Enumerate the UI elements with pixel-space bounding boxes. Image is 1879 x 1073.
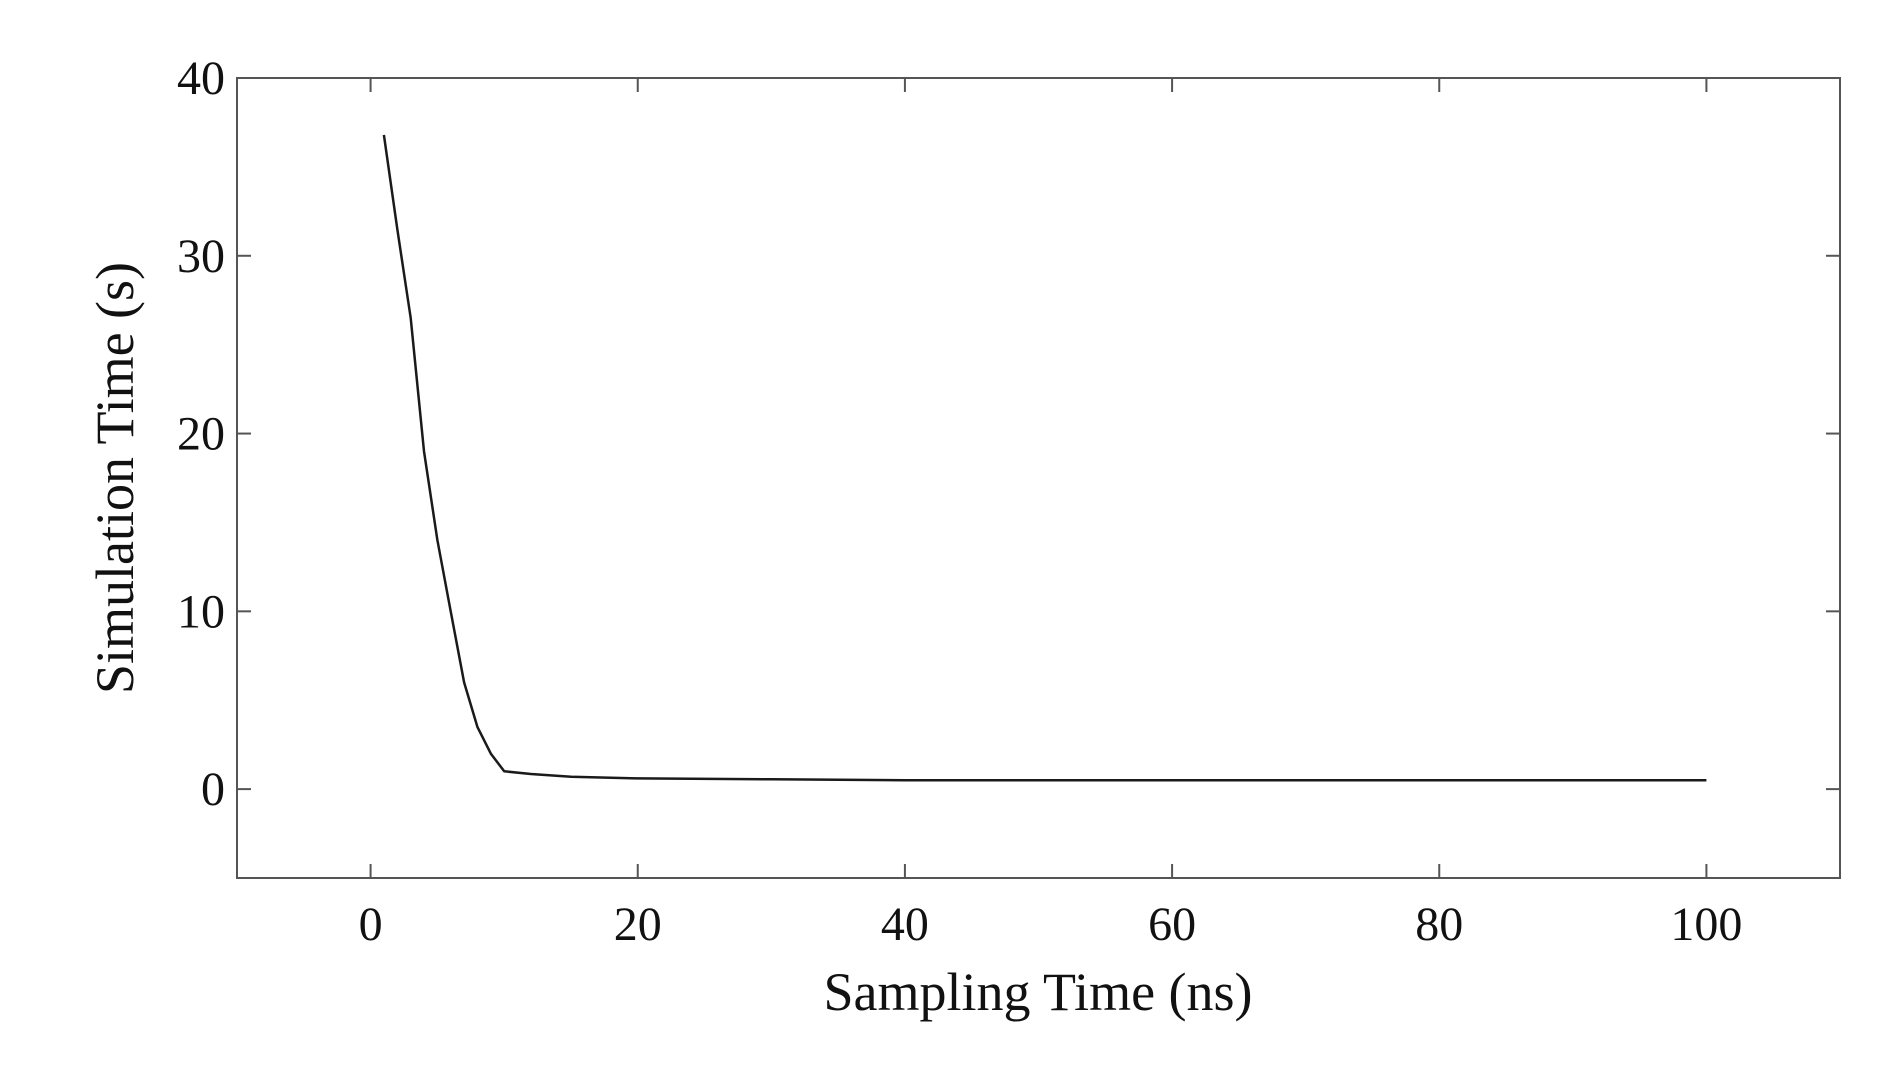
x-tick-label: 80 xyxy=(1415,898,1463,951)
plot-frame xyxy=(236,77,1841,879)
x-axis-label: Sampling Time (ns) xyxy=(823,962,1252,1022)
x-tick-label: 40 xyxy=(881,898,929,951)
y-tick-label: 0 xyxy=(201,763,225,816)
y-tick-label: 30 xyxy=(177,230,225,283)
series-line xyxy=(382,134,1707,782)
y-tick-label: 10 xyxy=(177,585,225,638)
series-layer xyxy=(382,134,1707,782)
x-tick-label: 60 xyxy=(1148,898,1196,951)
x-tick-label: 0 xyxy=(359,898,383,951)
x-tick-label: 100 xyxy=(1670,898,1742,951)
x-axis-ticks: 0 20 40 60 80 100 xyxy=(359,78,1742,951)
y-axis-label: Simulation Time (s) xyxy=(85,262,145,694)
y-tick-label: 20 xyxy=(177,408,225,461)
y-axis-ticks: 0 10 20 30 40 xyxy=(177,52,1840,816)
x-tick-label: 20 xyxy=(614,898,662,951)
y-tick-label: 40 xyxy=(177,52,225,105)
